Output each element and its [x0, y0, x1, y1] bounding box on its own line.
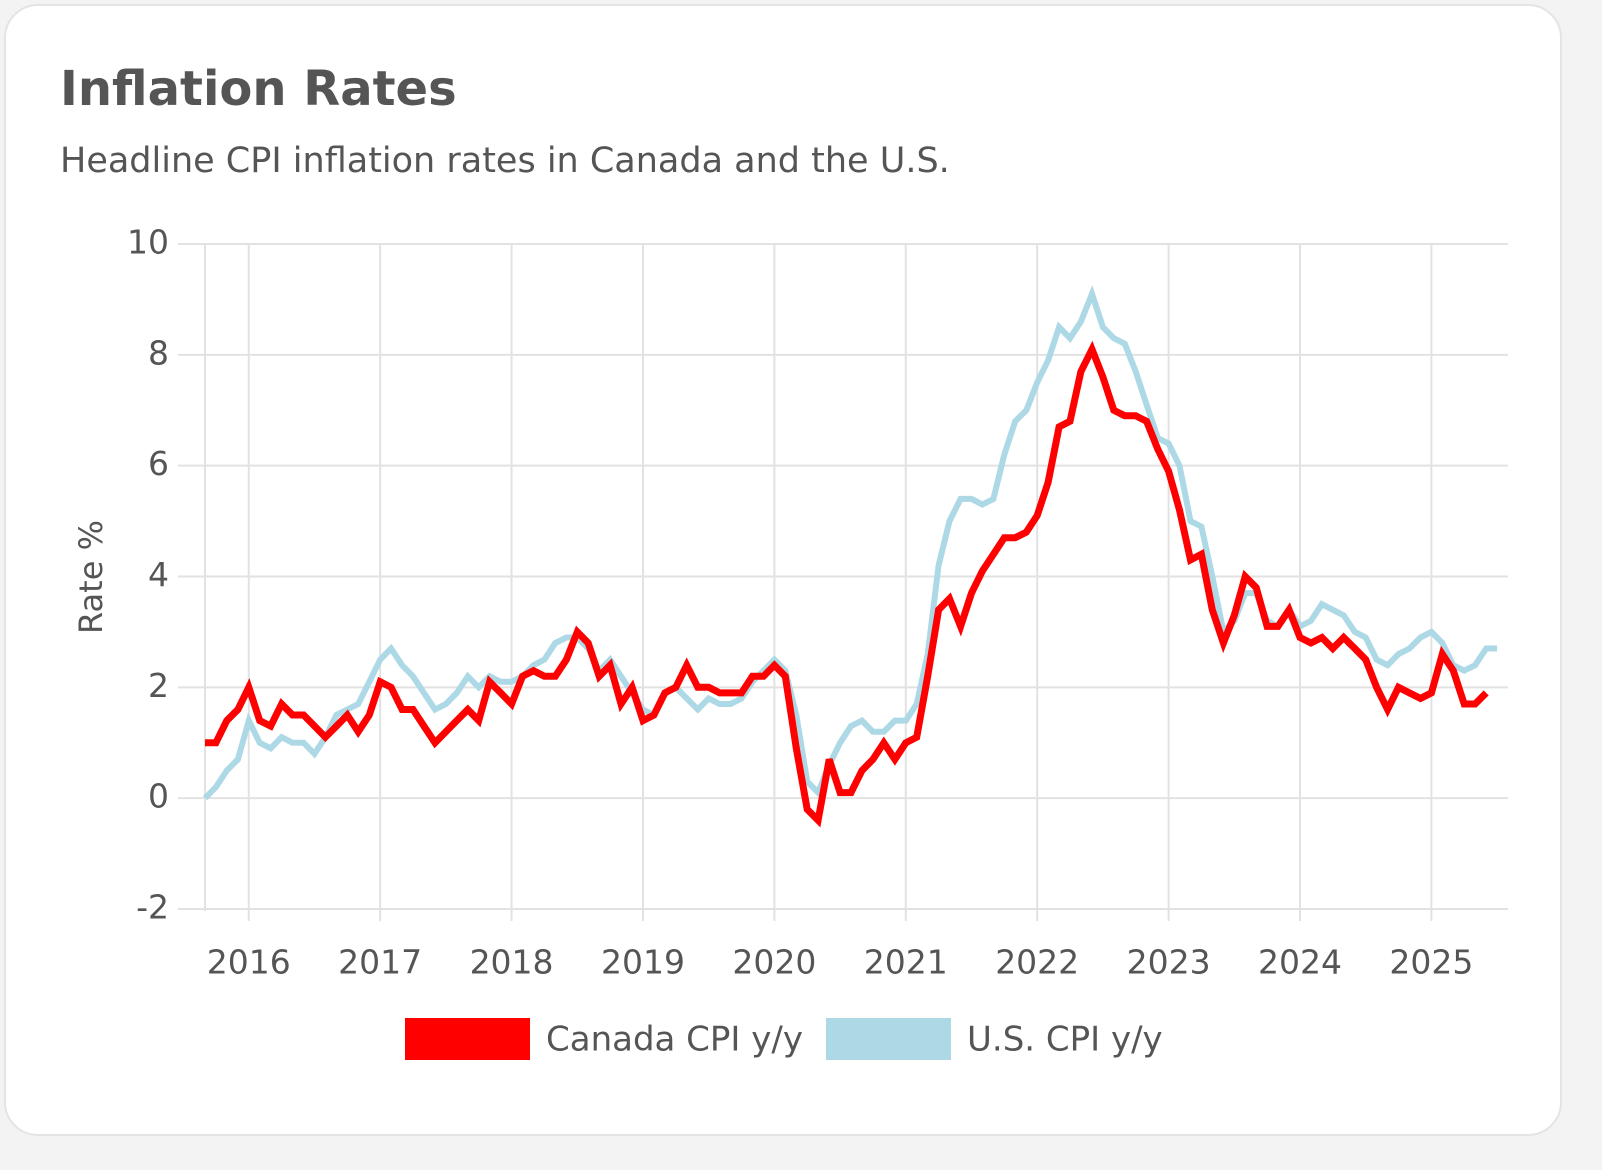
- y-tick-label: 2: [148, 666, 169, 705]
- y-tick-label: -2: [136, 888, 169, 927]
- legend-swatch: [826, 1018, 951, 1060]
- series-line: [205, 340, 1489, 828]
- chart-title: Inflation Rates: [60, 61, 457, 117]
- legend-swatch: [405, 1018, 530, 1060]
- x-tick-label: 2016: [207, 943, 291, 982]
- y-tick-label: 6: [148, 444, 169, 483]
- x-tick-label: 2024: [1258, 943, 1342, 982]
- series-line: [202, 285, 1498, 801]
- y-tick-label: 10: [127, 223, 169, 262]
- x-tick-label: 2023: [1127, 943, 1211, 982]
- x-tick-label: 2020: [732, 943, 816, 982]
- y-axis-label: Rate %: [72, 520, 110, 634]
- y-tick-label: 4: [148, 555, 169, 594]
- x-tick-label: 2017: [338, 943, 422, 982]
- x-tick-label: 2019: [601, 943, 685, 982]
- x-tick-label: 2018: [470, 943, 554, 982]
- legend-label: Canada CPI y/y: [546, 1020, 803, 1060]
- y-tick-label: 8: [148, 333, 169, 372]
- card: [4, 4, 1562, 1136]
- y-tick-label: 0: [148, 777, 169, 816]
- x-tick-label: 2025: [1389, 943, 1473, 982]
- chart-subtitle: Headline CPI inflation rates in Canada a…: [60, 141, 950, 181]
- legend-label: U.S. CPI y/y: [967, 1020, 1163, 1060]
- x-tick-label: 2021: [864, 943, 948, 982]
- x-tick-label: 2022: [995, 943, 1079, 982]
